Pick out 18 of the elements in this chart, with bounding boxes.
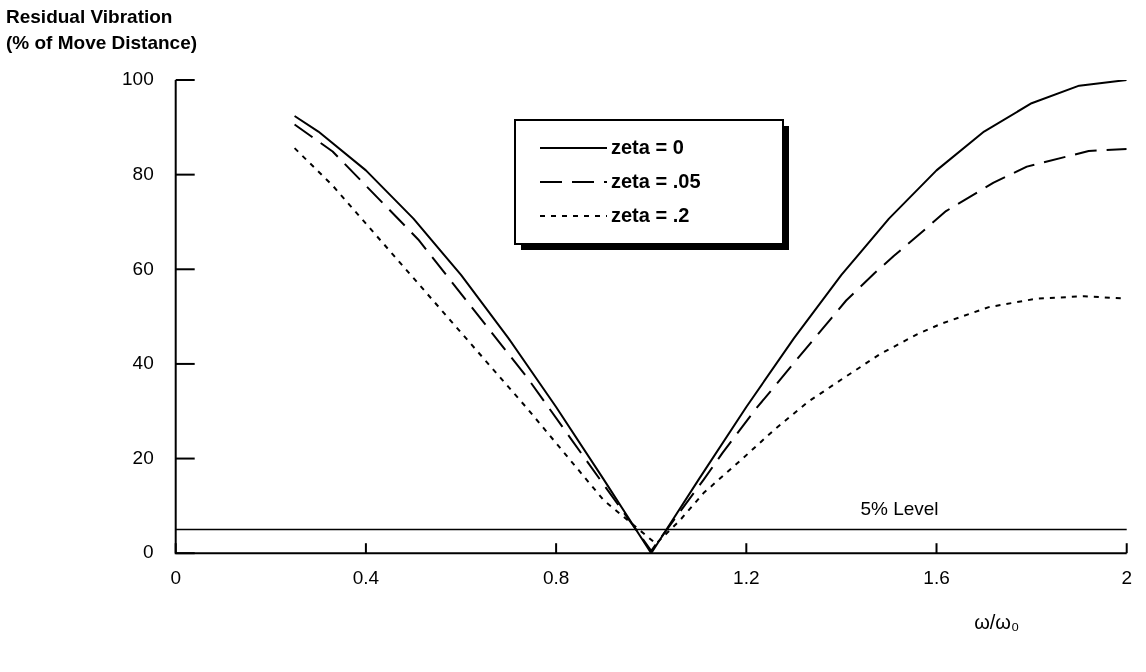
y-axis-title: Residual Vibration (% of Move Distance) [6, 6, 198, 54]
x-axis-title: ω/ω₀ [974, 610, 1020, 633]
y-tick-label: 20 [132, 446, 154, 468]
x-tick-label: 0.4 [352, 566, 380, 588]
x-tick-label: 1.6 [923, 566, 950, 588]
x-tick-label: 1.2 [733, 566, 760, 588]
x-tick-label: 2 [1121, 566, 1133, 588]
y-tick-label: 40 [132, 352, 154, 374]
legend-label: zeta = 0 [611, 135, 684, 158]
x-tick-label: 0 [170, 566, 181, 588]
legend-label: zeta = .05 [611, 169, 701, 192]
y-tick-label: 80 [132, 162, 154, 184]
y-tick-label: 0 [143, 541, 154, 563]
ref-line-label: 5% Level [860, 498, 939, 520]
y-tick-label: 60 [132, 257, 154, 279]
x-tick-label: 0.8 [542, 566, 570, 588]
legend-label: zeta = .2 [611, 203, 690, 226]
y-tick-label: 100 [122, 68, 154, 90]
